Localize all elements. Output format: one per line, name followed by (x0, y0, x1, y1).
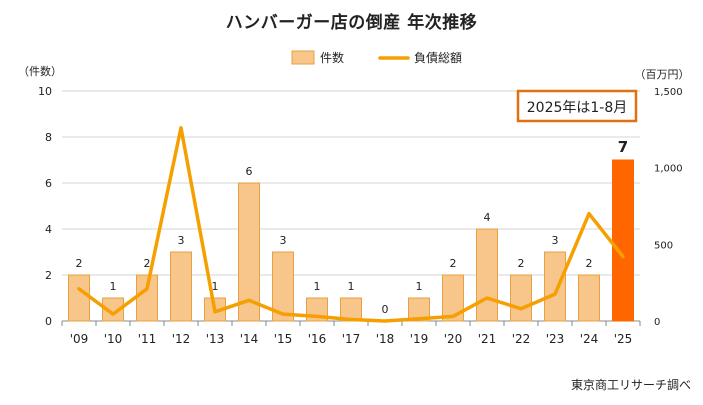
bar (238, 182, 260, 322)
bar-value-label: 3 (552, 234, 559, 247)
x-tick-label: '16 (308, 332, 327, 346)
bar-value-label: 2 (144, 257, 151, 270)
bar (170, 251, 192, 322)
legend-label-bars: 件数 (320, 50, 344, 65)
x-tick-label: '19 (410, 332, 429, 346)
x-tick-label: '09 (70, 332, 89, 346)
bar-value-label: 3 (280, 234, 287, 247)
left-axis-unit: （件数） (18, 65, 62, 78)
bar (612, 159, 634, 322)
bar-value-label: 0 (382, 303, 389, 316)
right-tick-label: 1,500 (654, 87, 683, 98)
annotation-text: 2025年は1-8月 (527, 100, 628, 116)
bar (476, 228, 498, 322)
left-tick-label: 0 (45, 315, 52, 328)
right-axis-unit: （百万円） (635, 68, 690, 81)
bar (442, 274, 464, 322)
left-tick-label: 6 (45, 177, 52, 190)
x-tick-label: '15 (274, 332, 293, 346)
bar-value-label: 2 (76, 257, 83, 270)
bar-value-label: 4 (484, 211, 491, 224)
right-tick-label: 1,000 (654, 164, 683, 175)
bar-value-label: 1 (314, 280, 321, 293)
x-tick-label: '14 (240, 332, 259, 346)
x-tick-label: '13 (206, 332, 225, 346)
bar-value-label: 2 (586, 257, 593, 270)
right-tick-label: 500 (654, 240, 673, 251)
bar (68, 274, 90, 322)
bar-value-label: 3 (178, 234, 185, 247)
bar-value-label: 6 (246, 165, 253, 178)
bar (102, 297, 124, 322)
left-tick-label: 2 (45, 269, 52, 282)
bar-value-label: 1 (212, 280, 219, 293)
x-tick-label: '25 (614, 332, 633, 346)
bar (408, 297, 430, 322)
bar-value-label: 2 (450, 257, 457, 270)
x-tick-label: '20 (444, 332, 463, 346)
x-tick-label: '21 (478, 332, 497, 346)
x-tick-label: '10 (104, 332, 123, 346)
x-tick-label: '18 (376, 332, 395, 346)
bar (510, 274, 532, 322)
x-tick-label: '23 (546, 332, 565, 346)
bar-value-label: 1 (348, 280, 355, 293)
series-line-debt (77, 126, 625, 323)
bar (272, 251, 294, 322)
bar (544, 251, 566, 322)
left-tick-label: 4 (45, 223, 52, 236)
x-tick-label: '11 (138, 332, 157, 346)
x-tick-label: '12 (172, 332, 191, 346)
legend-label-line: 負債総額 (414, 50, 462, 65)
bar-value-label: 1 (416, 280, 423, 293)
left-tick-label: 8 (45, 131, 52, 144)
x-tick-label: '24 (580, 332, 599, 346)
bar (578, 274, 600, 322)
annotation-box (516, 89, 638, 123)
x-tick-label: '17 (342, 332, 361, 346)
right-tick-label: 0 (654, 317, 660, 328)
bar-value-label: 2 (518, 257, 525, 270)
chart-title: ハンバーガー店の倒産 年次推移 (225, 13, 478, 33)
left-tick-label: 10 (38, 85, 52, 98)
x-tick-label: '22 (512, 332, 531, 346)
legend-swatch-bars (291, 50, 315, 65)
bar-value-label: 1 (110, 280, 117, 293)
bar-value-label: 7 (618, 138, 628, 156)
source-note: 東京商工リサーチ調べ (570, 378, 691, 392)
